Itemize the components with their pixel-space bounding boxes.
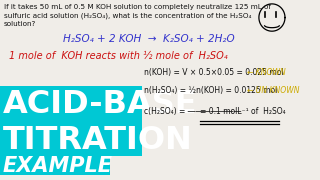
Text: TITRATION: TITRATION: [3, 125, 193, 156]
Text: If it takes 50 mL of 0.5 M KOH solution to completely neutralize 125 mL of: If it takes 50 mL of 0.5 M KOH solution …: [4, 4, 271, 10]
Text: = 0.1 molL⁻¹ of  H₂SO₄: = 0.1 molL⁻¹ of H₂SO₄: [200, 107, 286, 116]
Text: 1 mole of  KOH reacts with ½ mole of  H₂SO₄: 1 mole of KOH reacts with ½ mole of H₂SO…: [9, 51, 228, 61]
Text: ACID-BASE: ACID-BASE: [3, 89, 197, 120]
Text: solution?: solution?: [4, 21, 36, 27]
Text: EXAMPLE: EXAMPLE: [3, 156, 113, 176]
FancyBboxPatch shape: [0, 86, 141, 156]
Text: ← UN KNOWN: ← UN KNOWN: [247, 86, 299, 95]
Text: n(H₂SO₄) = ½n(KOH) = 0.0125 mol: n(H₂SO₄) = ½n(KOH) = 0.0125 mol: [144, 86, 278, 95]
Text: c(H₂SO₄) = ―――――――: c(H₂SO₄) = ―――――――: [144, 107, 242, 116]
Text: H₂SO₄ + 2 KOH  →  K₂SO₄ + 2H₂O: H₂SO₄ + 2 KOH → K₂SO₄ + 2H₂O: [63, 34, 235, 44]
Text: ← KNOWN: ← KNOWN: [247, 68, 285, 77]
Text: n(KOH) = V × 0.5×0.05 = 0.025 mol: n(KOH) = V × 0.5×0.05 = 0.025 mol: [144, 68, 284, 77]
FancyBboxPatch shape: [0, 154, 110, 175]
Text: sulfuric acid solution (H₂SO₄), what is the concentration of the H₂SO₄: sulfuric acid solution (H₂SO₄), what is …: [4, 13, 251, 19]
